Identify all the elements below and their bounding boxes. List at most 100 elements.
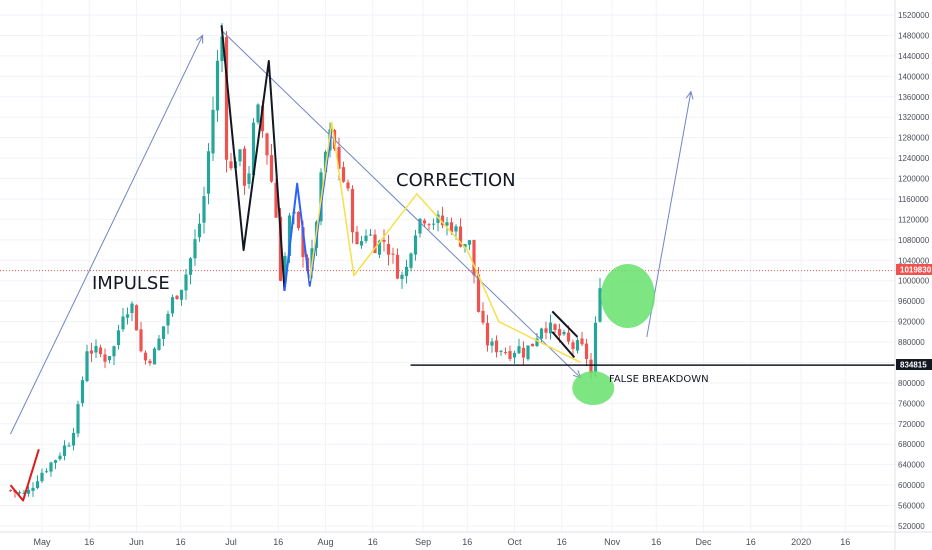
candle-body — [449, 222, 454, 233]
candle-body — [512, 352, 517, 358]
candle-body — [395, 254, 400, 279]
candle-body — [161, 326, 166, 339]
x-tick-label: 16 — [176, 537, 186, 547]
candle-body — [62, 445, 67, 456]
candle-body — [296, 212, 301, 229]
candle-body — [404, 266, 409, 277]
candle-body — [548, 322, 553, 334]
x-tick-label: 16 — [651, 537, 661, 547]
y-tick-label: 1000000 — [898, 277, 930, 286]
candle-body — [458, 226, 463, 247]
candle-body — [575, 340, 580, 351]
drawings — [9, 25, 895, 502]
candle-body — [382, 240, 386, 242]
candle-body — [431, 223, 436, 225]
y-tick-label: 560000 — [898, 502, 925, 511]
x-tick-label: 16 — [557, 537, 567, 547]
x-tick-label: 16 — [462, 537, 472, 547]
y-tick-label: 1040000 — [898, 256, 930, 265]
candle-body — [454, 226, 458, 232]
candle-body — [323, 151, 328, 172]
candle-body — [175, 295, 179, 300]
current-price-badge-text: 1019830 — [900, 266, 932, 275]
candle-body — [445, 222, 449, 226]
candle-body — [544, 328, 548, 333]
candle-body — [112, 346, 116, 357]
candle-body — [71, 432, 76, 446]
candle-body — [103, 354, 107, 362]
x-tick-label: 16 — [84, 537, 94, 547]
candle-body — [107, 356, 112, 361]
candle-body — [67, 445, 71, 447]
grid — [0, 0, 895, 532]
candle-body — [350, 189, 355, 233]
candle-body — [598, 288, 602, 322]
target-zone-highlight — [600, 264, 655, 329]
candle-body — [40, 472, 44, 482]
y-tick-label: 800000 — [898, 379, 925, 388]
impulse-label: IMPULSE — [92, 273, 170, 294]
candle-body — [256, 104, 260, 123]
x-tick-label: 16 — [273, 537, 283, 547]
price-badges: 1019830 834815 — [896, 264, 932, 370]
reversal-red-mark — [9, 449, 40, 502]
candle-body — [193, 239, 197, 259]
candle-body — [229, 161, 233, 169]
candle-body — [476, 274, 481, 312]
candle-body — [89, 350, 94, 354]
candle-body — [197, 223, 202, 238]
candle-body — [166, 313, 170, 326]
candle-body — [440, 215, 445, 226]
flag-black-line-lower — [551, 331, 576, 359]
y-tick-label: 1480000 — [898, 31, 930, 40]
y-tick-label: 960000 — [898, 297, 925, 306]
candle-body — [143, 352, 148, 361]
x-tick-label: Aug — [317, 537, 333, 547]
candle-body — [422, 220, 427, 224]
candle-body — [580, 338, 584, 345]
candle-body — [139, 329, 143, 352]
x-tick-label: 16 — [746, 537, 756, 547]
candle-body — [400, 274, 404, 280]
x-tick-label: Nov — [604, 537, 621, 547]
y-tick-label: 1080000 — [898, 236, 930, 245]
candle-body — [287, 215, 292, 256]
candle-body — [530, 343, 535, 347]
candle-body — [224, 37, 229, 160]
candle-body — [562, 331, 566, 335]
candle-body — [215, 60, 220, 111]
candle-body — [76, 404, 80, 434]
candle-body — [98, 347, 103, 355]
y-tick-label: 720000 — [898, 420, 925, 429]
wave-black-zigzag — [220, 25, 286, 292]
candle-body — [152, 348, 157, 365]
candle-body — [265, 133, 269, 156]
y-tick-label: 1400000 — [898, 72, 930, 81]
candle-body — [521, 347, 526, 358]
candle-body — [49, 462, 53, 472]
candle-body — [116, 330, 121, 346]
current-price-badge — [896, 264, 932, 275]
x-tick-label: Jun — [129, 537, 144, 547]
candle-body — [220, 36, 224, 62]
candle-body — [409, 253, 413, 268]
candle-body — [238, 149, 242, 162]
candle-body — [346, 182, 350, 189]
candle-body — [373, 234, 377, 254]
candle-body — [148, 360, 152, 364]
candle-body — [368, 234, 373, 236]
x-tick-label: May — [33, 537, 51, 547]
candle-body — [8, 490, 13, 492]
candle-body — [274, 182, 278, 218]
candle-body — [566, 332, 571, 342]
false-breakdown-highlight — [572, 371, 615, 406]
x-tick-label: Dec — [695, 537, 712, 547]
y-tick-label: 1440000 — [898, 52, 930, 61]
candle-body — [508, 351, 512, 359]
y-tick-label: 880000 — [898, 338, 925, 347]
candle-body — [22, 492, 26, 494]
candle-body — [503, 352, 508, 354]
candle-body — [179, 289, 184, 300]
candle-body — [31, 487, 35, 491]
